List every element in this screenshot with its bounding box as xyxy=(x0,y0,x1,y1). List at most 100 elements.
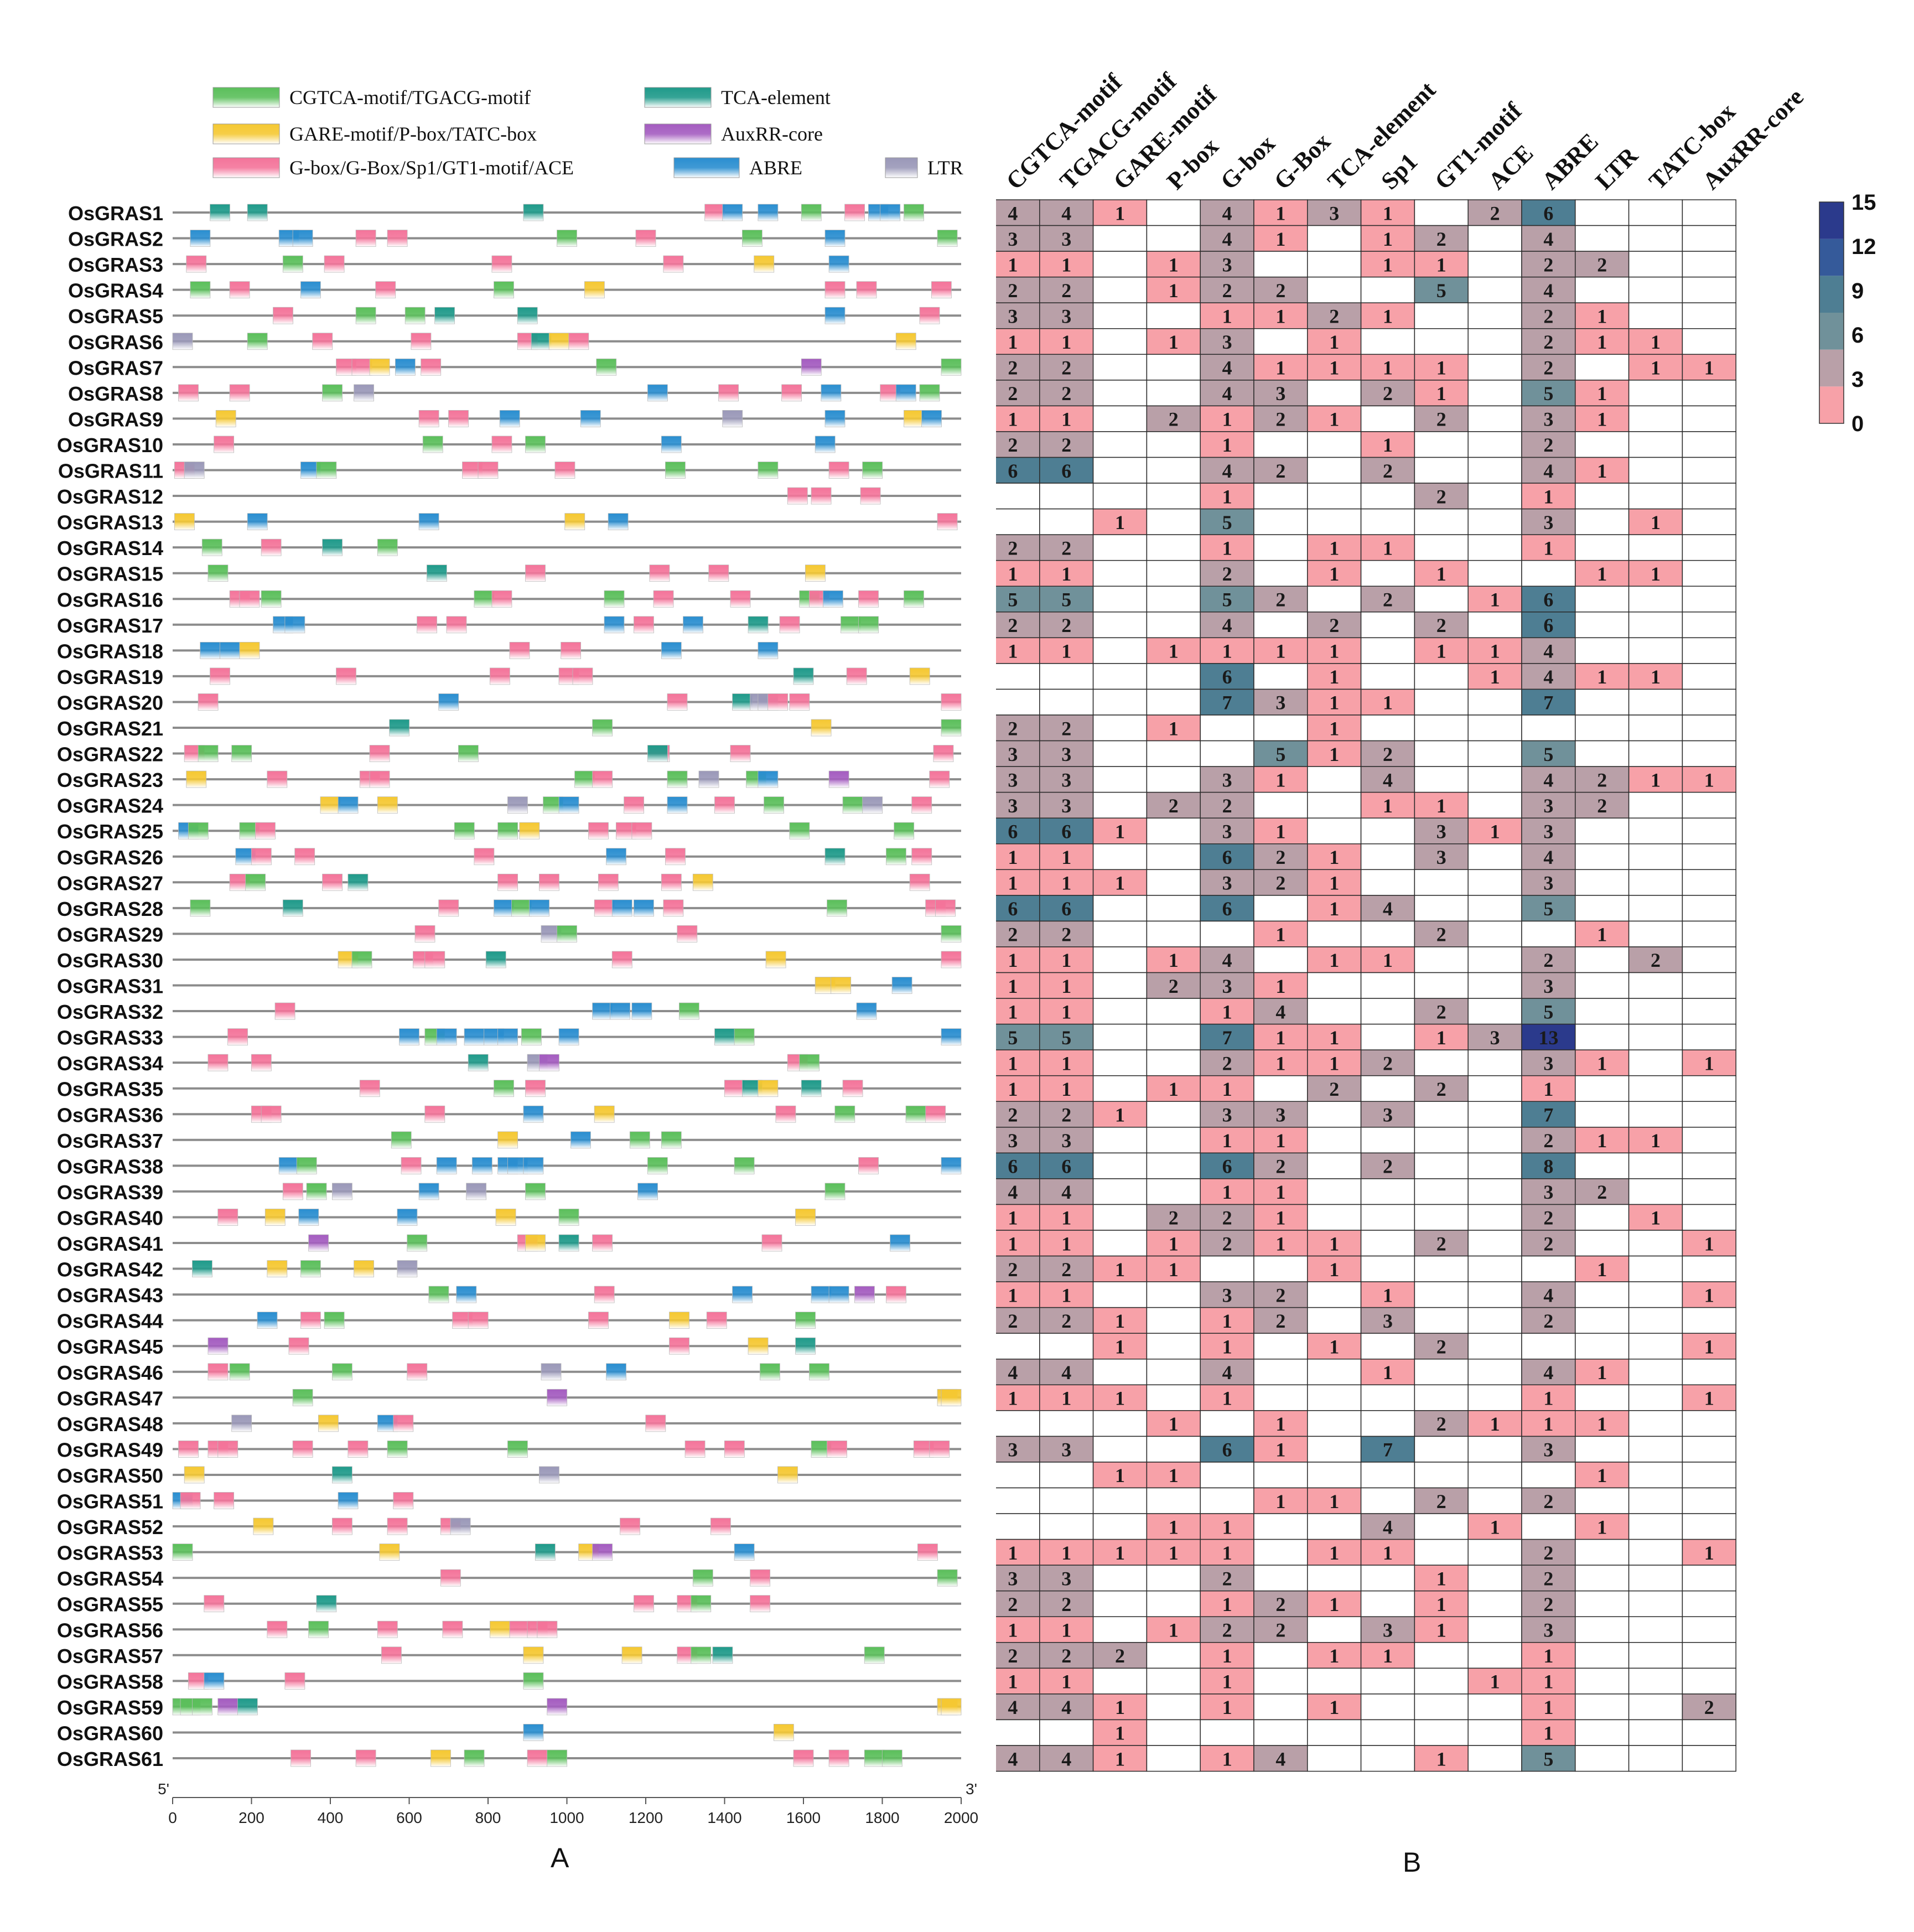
heatmap-cell xyxy=(1575,1333,1630,1360)
heatmap-cell xyxy=(1628,1023,1683,1050)
motif-box-abre xyxy=(338,796,359,814)
heatmap-cell xyxy=(1039,1152,1094,1179)
heatmap-cell xyxy=(1414,1513,1469,1540)
heatmap-cell-value: 3 xyxy=(1275,1104,1285,1126)
heatmap-cell xyxy=(1682,1178,1736,1205)
heatmap-cell xyxy=(1414,663,1469,690)
motif-box-gbox xyxy=(336,667,356,685)
heatmap-cell xyxy=(1575,1667,1630,1695)
heatmap-cell xyxy=(1253,1719,1308,1746)
heatmap-cell xyxy=(1307,843,1362,871)
heatmap-cell-value: 2 xyxy=(1436,485,1446,507)
heatmap-cell xyxy=(1628,302,1683,329)
motif-box-cg xyxy=(941,925,962,942)
heatmap-cell xyxy=(1414,1719,1469,1746)
motif-box-tca xyxy=(795,1337,816,1355)
heatmap-cell-value: 1 xyxy=(1383,357,1393,379)
motif-box-gbox xyxy=(645,1415,666,1432)
heatmap-cell-value: 6 xyxy=(1222,1439,1232,1461)
motif-box-gbox xyxy=(251,848,272,866)
motif-box-cg xyxy=(316,462,337,479)
heatmap-cell xyxy=(1253,972,1308,999)
heatmap-cell xyxy=(1200,1590,1254,1617)
heatmap-cell xyxy=(1092,405,1148,432)
motif-box-aux xyxy=(547,1698,568,1716)
motif-box-abre xyxy=(436,1157,457,1174)
heatmap-cell-value: 1 xyxy=(1169,1232,1179,1255)
motif-box-cg xyxy=(941,358,962,376)
heatmap-cell xyxy=(1200,895,1254,922)
heatmap-cell xyxy=(1575,1719,1630,1746)
heatmap-cell-value: 5 xyxy=(1061,589,1071,611)
gene-label: OsGRAS19 xyxy=(57,666,163,688)
gene-label: OsGRAS14 xyxy=(57,537,163,560)
motif-box-gare xyxy=(692,873,713,891)
heatmap-cell-value: 1 xyxy=(1222,1387,1232,1410)
heatmap-cell xyxy=(996,998,1040,1025)
heatmap-cell xyxy=(1467,1230,1522,1257)
heatmap-cell xyxy=(1146,766,1201,793)
heatmap-cell xyxy=(1307,1049,1362,1076)
heatmap-cell-value: 6 xyxy=(1008,898,1018,920)
heatmap-cell xyxy=(1467,688,1522,716)
heatmap-cell xyxy=(1253,1023,1308,1050)
heatmap-cell xyxy=(1521,1255,1576,1282)
heatmap-cell xyxy=(1575,740,1630,767)
heatmap-cell-value: 2 xyxy=(1275,1310,1285,1332)
motif-box-abre xyxy=(190,230,211,247)
heatmap-cell-value: 1 xyxy=(1651,666,1661,688)
heatmap-cell xyxy=(1253,1642,1308,1669)
heatmap-cell xyxy=(1682,869,1736,896)
heatmap-cell xyxy=(1414,1693,1469,1721)
motif-box-tca xyxy=(192,1260,212,1277)
heatmap-cell-value: 1 xyxy=(1008,1232,1018,1255)
heatmap-cell xyxy=(1414,1642,1469,1669)
x-tick-label: 2000 xyxy=(944,1809,978,1826)
heatmap-cell-value: 3 xyxy=(1383,1619,1393,1641)
heatmap-cell xyxy=(1092,1384,1148,1411)
heatmap-cell-value: 1 xyxy=(1383,537,1393,559)
heatmap-cell-value: 6 xyxy=(1543,589,1553,611)
heatmap-cell-value: 1 xyxy=(1008,408,1018,431)
heatmap-cell-value: 1 xyxy=(1704,769,1714,791)
motif-box-gbox xyxy=(274,1002,295,1020)
motif-box-tca xyxy=(247,204,268,221)
heatmap-cell-value: 3 xyxy=(1543,1619,1553,1641)
motif-box-cg xyxy=(511,899,532,917)
heatmap-cell xyxy=(1039,1565,1094,1592)
heatmap-cell xyxy=(996,817,1040,845)
heatmap-cell xyxy=(1360,483,1415,510)
heatmap-cell xyxy=(1682,998,1736,1025)
gene-label: OsGRAS59 xyxy=(57,1696,163,1719)
heatmap-cell xyxy=(1467,302,1522,329)
motif-box-gbox xyxy=(273,307,293,324)
heatmap-cell-value: 2 xyxy=(1061,382,1071,405)
motif-box-tca xyxy=(434,307,455,324)
motif-box-abre xyxy=(683,616,703,634)
heatmap-cell-value: 4 xyxy=(1222,382,1232,405)
heatmap-cell-value: 1 xyxy=(1383,1361,1393,1384)
heatmap-cell-value: 1 xyxy=(1329,743,1339,765)
motif-box-tca xyxy=(316,1595,337,1613)
heatmap-cell-value: 1 xyxy=(1008,1284,1018,1306)
heatmap-cell xyxy=(1307,483,1362,510)
legend-swatch-gbox xyxy=(212,157,280,178)
colorbar-tick-label: 15 xyxy=(1851,190,1876,215)
heatmap-cell xyxy=(1307,1101,1362,1128)
heatmap-cell-value: 6 xyxy=(1222,666,1232,688)
heatmap-cell-value: 3 xyxy=(1222,820,1232,842)
motif-box-cg xyxy=(188,822,209,840)
heatmap-cell xyxy=(1628,1667,1683,1695)
heatmap-cell xyxy=(1146,302,1201,329)
motif-box-gbox xyxy=(214,1492,235,1509)
heatmap-cell xyxy=(1039,457,1094,484)
heatmap-cell-value: 2 xyxy=(1061,614,1071,636)
heatmap-cell-value: 1 xyxy=(1008,1619,1018,1641)
heatmap-cell xyxy=(1682,688,1736,716)
heatmap-cell-value: 1 xyxy=(1115,1387,1125,1410)
heatmap-cell xyxy=(1146,508,1201,535)
heatmap-cell xyxy=(1628,1281,1683,1308)
heatmap-cell-value: 2 xyxy=(1436,1078,1446,1100)
heatmap-cell-value: 1 xyxy=(1329,1027,1339,1049)
